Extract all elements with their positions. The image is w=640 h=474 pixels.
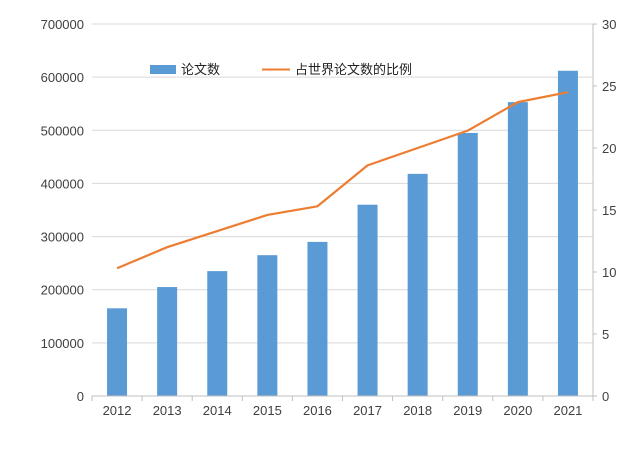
x-tick-label: 2012 <box>103 403 132 418</box>
x-tick-label: 2013 <box>153 403 182 418</box>
left-tick-label: 200000 <box>41 283 84 298</box>
x-tick-label: 2015 <box>253 403 282 418</box>
legend-bar-swatch <box>150 65 176 74</box>
bar <box>407 173 428 396</box>
line-path <box>116 91 569 270</box>
x-tick-label: 2014 <box>203 403 232 418</box>
x-tick-label: 2018 <box>403 403 432 418</box>
left-tick-label: 600000 <box>41 70 84 85</box>
left-tick-label: 400000 <box>41 176 84 191</box>
x-tick-label: 2020 <box>503 403 532 418</box>
bar-series <box>107 70 578 397</box>
bar <box>357 204 378 396</box>
bar <box>307 241 328 396</box>
legend: 论文数 占世界论文数的比例 <box>150 62 412 77</box>
right-axis-ticks: 0 5 10 15 20 25 30 <box>593 17 616 404</box>
left-tick-label: 0 <box>77 389 84 404</box>
bar <box>207 271 228 396</box>
left-axis-ticks: 0 100000 200000 300000 400000 500000 600000 700… <box>41 17 84 404</box>
x-tick-label: 2017 <box>353 403 382 418</box>
x-tick-label: 2021 <box>553 403 582 418</box>
right-tick-label: 15 <box>602 203 616 218</box>
bar <box>157 287 178 396</box>
bar <box>457 132 478 396</box>
left-tick-label: 500000 <box>41 123 84 138</box>
left-tick-label: 700000 <box>41 17 84 32</box>
x-tick-label: 2016 <box>303 403 332 418</box>
left-tick-label: 100000 <box>41 336 84 351</box>
right-tick-label: 0 <box>602 389 609 404</box>
x-axis-ticks: 2012 2013 2014 2015 2016 2017 2018 2019 2020 2021 <box>91 396 594 418</box>
right-tick-label: 20 <box>602 141 616 156</box>
right-tick-label: 30 <box>602 17 616 32</box>
right-tick-label: 25 <box>602 79 616 94</box>
x-tick-label: 2019 <box>453 403 482 418</box>
right-tick-label: 10 <box>602 265 616 280</box>
legend-bar-label: 论文数 <box>181 62 220 77</box>
right-tick-label: 5 <box>602 327 609 342</box>
bar <box>257 255 278 396</box>
line-series <box>116 91 569 270</box>
legend-line-label: 占世界论文数的比例 <box>295 62 412 77</box>
bar <box>557 70 578 396</box>
bar <box>507 102 528 397</box>
left-tick-label: 300000 <box>41 230 84 245</box>
bar <box>107 308 128 396</box>
